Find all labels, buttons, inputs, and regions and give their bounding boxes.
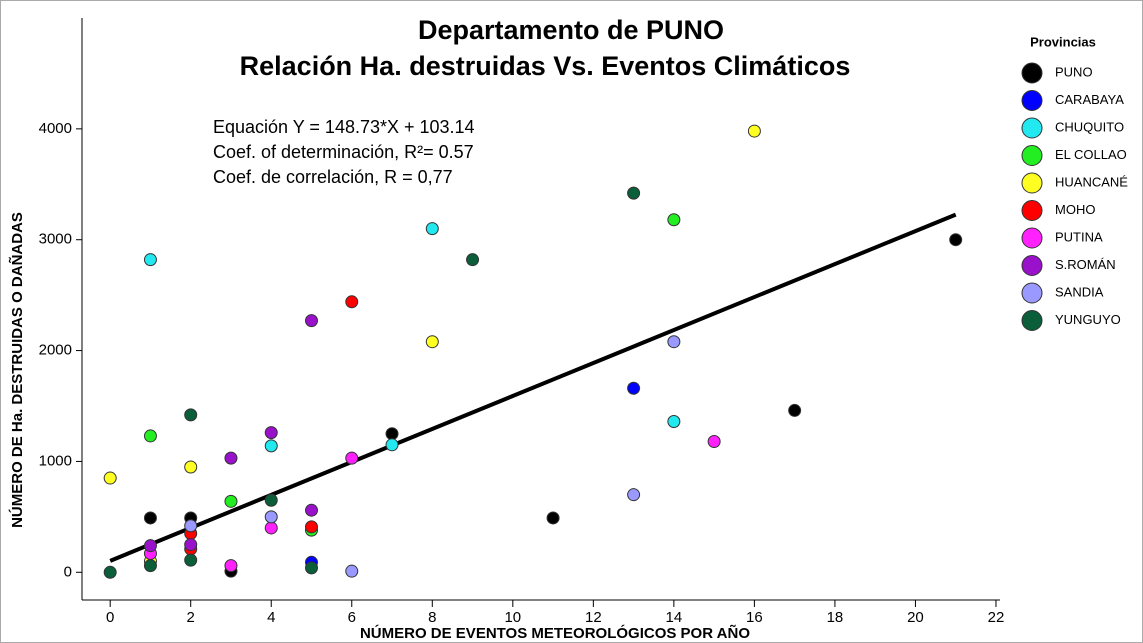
legend-swatch	[1021, 282, 1043, 304]
point	[627, 186, 641, 200]
point	[305, 314, 318, 328]
legend-swatch	[1021, 117, 1043, 139]
legend-swatch	[1021, 310, 1043, 331]
y-tick-label: 4000	[39, 120, 72, 137]
legend-swatch	[1021, 62, 1043, 84]
legend-label: PUNO	[1055, 64, 1093, 79]
legend-title: Provincias	[1030, 34, 1096, 49]
point	[667, 213, 681, 227]
annotation: Coef. de correlación, R = 0,77	[213, 167, 453, 187]
point	[143, 539, 157, 553]
point	[305, 520, 318, 534]
point	[385, 427, 399, 441]
point	[224, 559, 238, 573]
point	[627, 488, 641, 502]
point	[143, 559, 157, 573]
annotation: Coef. of determinación, R²= 0.57	[213, 142, 474, 162]
point	[264, 493, 278, 507]
point	[425, 335, 439, 349]
point	[627, 381, 641, 395]
chart-title: Departamento de PUNO	[418, 15, 724, 45]
x-axis-label: NÚMERO DE EVENTOS METEOROLÓGICOS POR AÑO	[360, 624, 750, 642]
point	[143, 511, 157, 525]
point	[949, 233, 963, 247]
y-tick-label: 1000	[39, 452, 72, 469]
chart-subtitle: Relación Ha. destruidas Vs. Eventos Clim…	[240, 51, 851, 81]
legend-swatch	[1021, 255, 1043, 276]
point	[184, 408, 198, 422]
legend-label: PUTINA	[1055, 229, 1103, 244]
point	[103, 565, 117, 579]
x-tick-label: 12	[585, 609, 602, 626]
point	[143, 429, 157, 443]
x-tick-label: 18	[827, 609, 844, 626]
point	[385, 438, 399, 452]
x-tick-label: 6	[348, 609, 356, 626]
point	[264, 510, 278, 524]
point	[667, 335, 681, 349]
point	[747, 124, 761, 138]
annotation: Equación Y = 148.73*X + 103.14	[213, 117, 475, 137]
x-tick-label: 22	[988, 609, 1005, 626]
y-tick-label: 2000	[39, 342, 72, 359]
point	[224, 451, 238, 465]
x-tick-label: 2	[187, 609, 195, 626]
y-tick-label: 0	[64, 563, 72, 580]
x-tick-label: 4	[267, 609, 275, 626]
y-tick-label: 3000	[39, 231, 72, 248]
point	[184, 538, 198, 552]
point	[707, 434, 721, 448]
point	[345, 451, 359, 465]
x-tick-label: 20	[907, 609, 924, 626]
legend-label: YUNGUYO	[1055, 312, 1121, 327]
point	[184, 519, 198, 533]
point	[788, 403, 802, 417]
point	[425, 222, 439, 236]
point	[667, 415, 681, 429]
x-tick-label: 10	[504, 609, 521, 626]
legend-label: S.ROMÁN	[1055, 257, 1116, 272]
x-tick-label: 16	[746, 609, 763, 626]
legend-label: EL COLLAO	[1055, 147, 1127, 162]
x-tick-label: 0	[106, 609, 114, 626]
point	[546, 511, 560, 525]
legend-label: CARABAYA	[1055, 92, 1124, 107]
point	[305, 503, 318, 517]
point	[224, 494, 238, 508]
point	[264, 521, 278, 535]
x-tick-label: 8	[428, 609, 436, 626]
point	[184, 460, 198, 474]
point	[184, 553, 198, 567]
point	[264, 439, 278, 453]
legend-swatch	[1021, 172, 1043, 194]
legend-label: SANDIA	[1055, 284, 1104, 299]
legend-swatch	[1021, 145, 1043, 166]
point	[305, 561, 318, 575]
point	[345, 564, 359, 578]
point	[466, 253, 480, 267]
point	[345, 295, 359, 309]
x-tick-label: 14	[666, 609, 683, 626]
point	[103, 471, 117, 485]
legend-label: CHUQUITO	[1055, 119, 1124, 134]
point	[264, 426, 278, 440]
y-axis-label: NÚMERO DE Ha. DESTRUIDAS O DAÑADAS	[8, 212, 26, 528]
legend-swatch	[1021, 200, 1043, 221]
legend-label: MOHO	[1055, 202, 1095, 217]
legend-swatch	[1021, 227, 1043, 249]
trendline	[109, 212, 957, 563]
point	[143, 253, 157, 267]
legend-label: HUANCANÉ	[1055, 174, 1128, 189]
legend-swatch	[1021, 90, 1043, 111]
